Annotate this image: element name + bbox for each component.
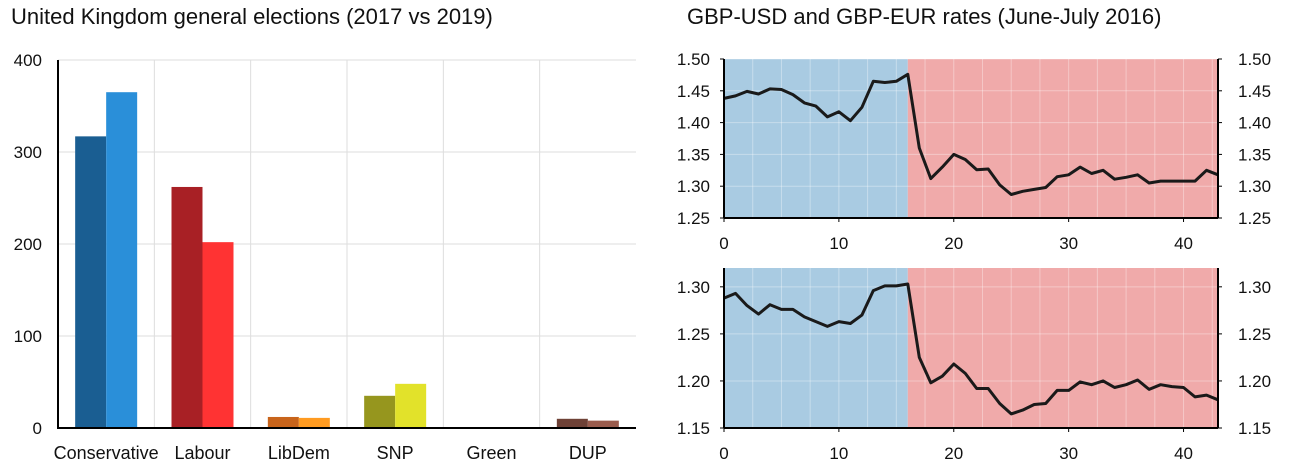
bar <box>202 242 234 428</box>
y-tick-label: 0 <box>33 419 42 438</box>
y-tick-label: 400 <box>14 51 42 70</box>
x-tick-label: SNP <box>377 443 414 463</box>
y-tick-label-left: 1.25 <box>677 325 710 344</box>
y-tick-label: 300 <box>14 143 42 162</box>
x-tick-label: DUP <box>569 443 607 463</box>
bar-chart-title: United Kingdom general elections (2017 v… <box>11 4 493 29</box>
y-tick-label-left: 1.50 <box>677 50 710 69</box>
y-tick-label-left: 1.30 <box>677 177 710 196</box>
x-tick-label: 20 <box>944 234 963 253</box>
y-tick-label-right: 1.25 <box>1238 209 1271 228</box>
series-line <box>723 282 1219 416</box>
x-tick-label: LibDem <box>268 443 330 463</box>
x-tick-label: 40 <box>1174 444 1193 463</box>
x-tick-label: Conservative <box>54 443 159 463</box>
shaded-region <box>907 59 1218 218</box>
shaded-region <box>724 268 908 428</box>
line-chart-title: GBP-USD and GBP-EUR rates (June-July 201… <box>687 4 1162 29</box>
y-tick-label: 100 <box>14 327 42 346</box>
y-tick-label-left: 1.35 <box>677 145 710 164</box>
y-tick-label-left: 1.25 <box>677 209 710 228</box>
x-tick-label: 10 <box>829 444 848 463</box>
x-tick-label: 0 <box>719 234 728 253</box>
x-tick-label: 30 <box>1059 234 1078 253</box>
y-tick-label-right: 1.20 <box>1238 372 1271 391</box>
x-tick-label: 10 <box>829 234 848 253</box>
bar <box>587 420 619 428</box>
y-tick-label-right: 1.15 <box>1238 419 1271 438</box>
y-tick-label-right: 1.25 <box>1238 325 1271 344</box>
x-tick-label: 40 <box>1174 234 1193 253</box>
bar <box>171 186 203 428</box>
y-tick-label-right: 1.35 <box>1238 145 1271 164</box>
y-tick-label-left: 1.40 <box>677 114 710 133</box>
shaded-region <box>907 268 1218 428</box>
x-tick-label: 0 <box>719 444 728 463</box>
y-tick-label-left: 1.20 <box>677 372 710 391</box>
election-bar-chart: 0 100 200 300 400 Conservative Labour LibDem SNP… <box>14 51 636 463</box>
x-tick-label: Labour <box>174 443 230 463</box>
x-tick-label: Green <box>466 443 516 463</box>
y-tick-label: 200 <box>14 235 42 254</box>
bar <box>106 92 138 428</box>
y-tick-label-left: 1.45 <box>677 82 710 101</box>
y-tick-label-right: 1.30 <box>1238 278 1271 297</box>
bar <box>556 418 588 428</box>
x-tick-label: 30 <box>1059 444 1078 463</box>
x-tick-label: 20 <box>944 444 963 463</box>
bar <box>364 395 396 428</box>
y-tick-label-right: 1.45 <box>1238 82 1271 101</box>
bar <box>298 417 330 428</box>
bar <box>267 416 299 428</box>
shaded-region <box>724 59 908 218</box>
bar <box>75 136 107 429</box>
y-tick-label-left: 1.15 <box>677 419 710 438</box>
y-tick-label-right: 1.30 <box>1238 177 1271 196</box>
bar <box>395 383 427 428</box>
y-tick-label-right: 1.40 <box>1238 114 1271 133</box>
y-tick-label-right: 1.50 <box>1238 50 1271 69</box>
series-line <box>723 72 1219 196</box>
y-tick-label-left: 1.30 <box>677 278 710 297</box>
